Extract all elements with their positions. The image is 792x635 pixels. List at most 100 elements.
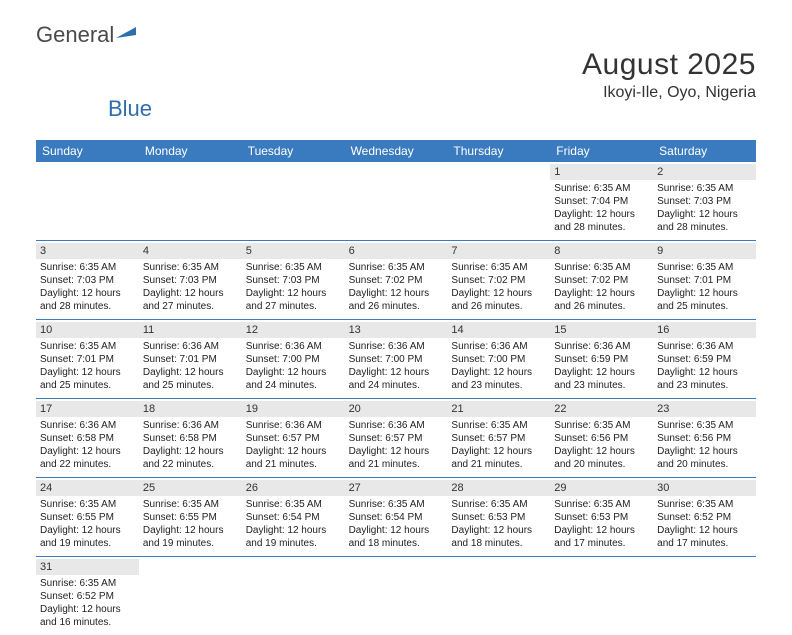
title-block: August 2025 Ikoyi-Ile, Oyo, Nigeria bbox=[36, 48, 756, 102]
cell-line-sr: Sunrise: 6:36 AM bbox=[451, 340, 546, 353]
day-number: 2 bbox=[657, 166, 663, 178]
day-number-row-empty bbox=[139, 559, 242, 574]
week-row: 17 Sunrise: 6:36 AMSunset: 6:58 PMDayligh… bbox=[36, 399, 756, 478]
cell-line-sr: Sunrise: 6:35 AM bbox=[451, 261, 546, 274]
cell-line-dl2: and 25 minutes. bbox=[657, 300, 752, 313]
day-number: 25 bbox=[143, 482, 155, 494]
day-number-row-empty bbox=[345, 559, 448, 574]
cell-line-ss: Sunset: 7:00 PM bbox=[246, 353, 341, 366]
cell-line-dl2: and 21 minutes. bbox=[246, 458, 341, 471]
cell-body: Sunrise: 6:36 AMSunset: 6:57 PMDaylight:… bbox=[246, 417, 341, 471]
cell-line-ss: Sunset: 6:54 PM bbox=[349, 511, 444, 524]
day-number-row-empty bbox=[447, 559, 550, 574]
calendar-cell: 2 Sunrise: 6:35 AMSunset: 7:03 PMDaylight… bbox=[653, 162, 756, 240]
cell-line-dl1: Daylight: 12 hours bbox=[451, 366, 546, 379]
cell-line-ss: Sunset: 6:53 PM bbox=[451, 511, 546, 524]
day-number: 28 bbox=[451, 482, 463, 494]
calendar-cell: 12Sunrise: 6:36 AMSunset: 7:00 PMDayligh… bbox=[242, 320, 345, 398]
day-number-row: 8 bbox=[550, 243, 653, 259]
day-number: 6 bbox=[349, 245, 355, 257]
day-number-row: 12 bbox=[242, 322, 345, 338]
calendar-cell: 9Sunrise: 6:35 AMSunset: 7:01 PMDaylight… bbox=[653, 241, 756, 319]
calendar-cell: 10Sunrise: 6:35 AMSunset: 7:01 PMDayligh… bbox=[36, 320, 139, 398]
cell-line-sr: Sunrise: 6:36 AM bbox=[143, 340, 238, 353]
day-number-row: 9 bbox=[653, 243, 756, 259]
calendar-cell: 26Sunrise: 6:35 AMSunset: 6:54 PMDayligh… bbox=[242, 478, 345, 556]
cell-line-dl1: Daylight: 12 hours bbox=[143, 287, 238, 300]
month-title: August 2025 bbox=[36, 48, 756, 82]
cell-line-dl2: and 21 minutes. bbox=[349, 458, 444, 471]
logo-text-general: General bbox=[36, 22, 114, 48]
cell-line-dl1: Daylight: 12 hours bbox=[657, 366, 752, 379]
weeks-container: 1Sunrise: 6:35 AMSunset: 7:04 PMDaylight… bbox=[36, 162, 756, 635]
cell-line-sr: Sunrise: 6:35 AM bbox=[657, 261, 752, 274]
calendar-cell: 17 Sunrise: 6:36 AMSunset: 6:58 PMDayligh… bbox=[36, 399, 139, 477]
calendar-cell: 8Sunrise: 6:35 AMSunset: 7:02 PMDaylight… bbox=[550, 241, 653, 319]
day-number: 26 bbox=[246, 482, 258, 494]
cell-line-ss: Sunset: 6:57 PM bbox=[349, 432, 444, 445]
day-number: 5 bbox=[246, 245, 252, 257]
day-header-sunday: Sunday bbox=[36, 140, 139, 162]
cell-line-ss: Sunset: 7:02 PM bbox=[554, 274, 649, 287]
day-header-friday: Friday bbox=[550, 140, 653, 162]
day-number: 1 bbox=[554, 166, 560, 178]
cell-line-sr: Sunrise: 6:35 AM bbox=[143, 498, 238, 511]
cell-line-ss: Sunset: 7:02 PM bbox=[451, 274, 546, 287]
cell-line-sr: Sunrise: 6:35 AM bbox=[451, 498, 546, 511]
day-number: 19 bbox=[246, 403, 258, 415]
week-row: 1Sunrise: 6:35 AMSunset: 7:04 PMDaylight… bbox=[36, 162, 756, 241]
cell-line-sr: Sunrise: 6:36 AM bbox=[349, 419, 444, 432]
calendar-cell: 13 Sunrise: 6:36 AMSunset: 7:00 PMDayligh… bbox=[345, 320, 448, 398]
cell-line-ss: Sunset: 6:56 PM bbox=[657, 432, 752, 445]
calendar-cell: 4Sunrise: 6:35 AMSunset: 7:03 PMDaylight… bbox=[139, 241, 242, 319]
calendar-cell: 28 Sunrise: 6:35 AMSunset: 6:53 PMDayligh… bbox=[447, 478, 550, 556]
cell-line-dl2: and 18 minutes. bbox=[349, 537, 444, 550]
cell-body: Sunrise: 6:35 AMSunset: 7:03 PMDaylight:… bbox=[657, 180, 752, 234]
day-number-row: 31 bbox=[36, 559, 139, 575]
cell-line-dl1: Daylight: 12 hours bbox=[451, 524, 546, 537]
cell-line-sr: Sunrise: 6:36 AM bbox=[40, 419, 135, 432]
day-number: 31 bbox=[40, 561, 52, 573]
cell-body: Sunrise: 6:36 AMSunset: 7:00 PMDaylight:… bbox=[246, 338, 341, 392]
day-number: 17 bbox=[40, 403, 52, 415]
day-number-row: 15 bbox=[550, 322, 653, 338]
cell-line-sr: Sunrise: 6:35 AM bbox=[349, 498, 444, 511]
cell-line-dl2: and 26 minutes. bbox=[451, 300, 546, 313]
day-number: 23 bbox=[657, 403, 669, 415]
day-number-row: 4 bbox=[139, 243, 242, 259]
day-number-row: 30 bbox=[653, 480, 756, 496]
week-row: 10Sunrise: 6:35 AMSunset: 7:01 PMDayligh… bbox=[36, 320, 756, 399]
calendar-cell: 22Sunrise: 6:35 AMSunset: 6:56 PMDayligh… bbox=[550, 399, 653, 477]
cell-body: Sunrise: 6:36 AMSunset: 6:58 PMDaylight:… bbox=[40, 417, 135, 471]
cell-line-sr: Sunrise: 6:35 AM bbox=[554, 261, 649, 274]
calendar-cell: 30Sunrise: 6:35 AMSunset: 6:52 PMDayligh… bbox=[653, 478, 756, 556]
cell-line-dl2: and 24 minutes. bbox=[246, 379, 341, 392]
calendar-cell: 18Sunrise: 6:36 AMSunset: 6:58 PMDayligh… bbox=[139, 399, 242, 477]
day-number: 9 bbox=[657, 245, 663, 257]
calendar-cell: 24Sunrise: 6:35 AMSunset: 6:55 PMDayligh… bbox=[36, 478, 139, 556]
day-number-row: 14 bbox=[447, 322, 550, 338]
day-number: 13 bbox=[349, 324, 361, 336]
cell-line-dl1: Daylight: 12 hours bbox=[40, 287, 135, 300]
cell-line-dl2: and 16 minutes. bbox=[40, 616, 135, 629]
cell-body: Sunrise: 6:35 AMSunset: 7:01 PMDaylight:… bbox=[40, 338, 135, 392]
cell-line-sr: Sunrise: 6:35 AM bbox=[657, 498, 752, 511]
calendar-cell-empty bbox=[139, 557, 242, 635]
cell-line-dl2: and 25 minutes. bbox=[143, 379, 238, 392]
day-number-row: 2 bbox=[653, 164, 756, 180]
week-row: 3Sunrise: 6:35 AMSunset: 7:03 PMDaylight… bbox=[36, 241, 756, 320]
cell-body: Sunrise: 6:35 AMSunset: 6:54 PMDaylight:… bbox=[349, 496, 444, 550]
cell-line-sr: Sunrise: 6:35 AM bbox=[246, 261, 341, 274]
day-number: 24 bbox=[40, 482, 52, 494]
cell-line-ss: Sunset: 6:57 PM bbox=[451, 432, 546, 445]
cell-line-ss: Sunset: 6:52 PM bbox=[657, 511, 752, 524]
cell-line-dl2: and 20 minutes. bbox=[657, 458, 752, 471]
day-header-monday: Monday bbox=[139, 140, 242, 162]
cell-line-dl2: and 27 minutes. bbox=[246, 300, 341, 313]
cell-line-ss: Sunset: 7:02 PM bbox=[349, 274, 444, 287]
cell-line-dl2: and 18 minutes. bbox=[451, 537, 546, 550]
cell-body: Sunrise: 6:35 AMSunset: 7:03 PMDaylight:… bbox=[246, 259, 341, 313]
cell-body: Sunrise: 6:36 AMSunset: 7:00 PMDaylight:… bbox=[349, 338, 444, 392]
calendar-cell-empty bbox=[653, 557, 756, 635]
cell-line-sr: Sunrise: 6:36 AM bbox=[657, 340, 752, 353]
